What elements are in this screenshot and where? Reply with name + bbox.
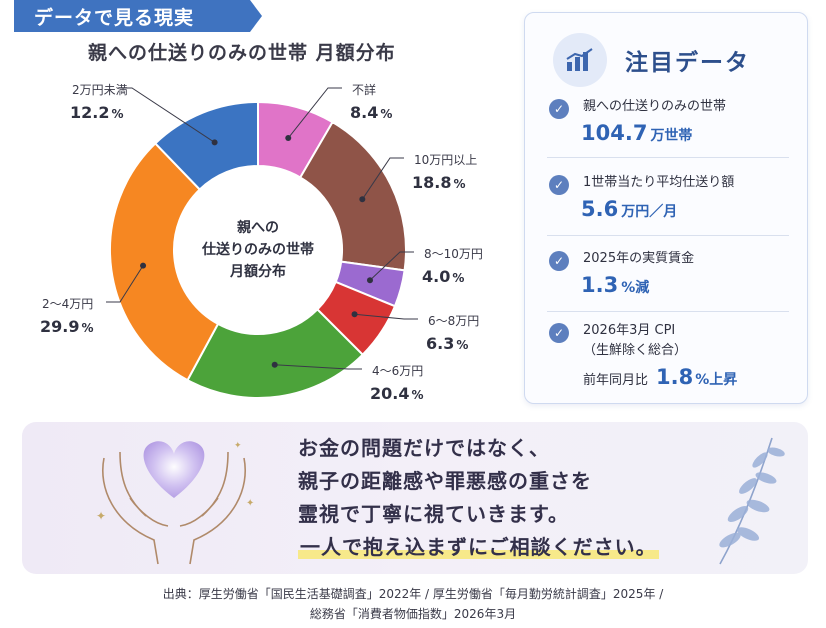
check-icon: ✓	[549, 323, 569, 343]
data-item-value: 1.3 %減	[545, 273, 789, 297]
slice-label: 4～6万円	[372, 364, 423, 378]
leader-dot	[140, 262, 147, 269]
slice-value: 18.8%	[412, 173, 466, 192]
message-line: お金の問題だけではなく、	[298, 436, 550, 460]
check-icon: ✓	[549, 251, 569, 271]
data-item-label: 2025年の実質賃金	[583, 251, 695, 266]
message-text: お金の問題だけではなく、 親子の距離感や罪悪感の重さを 霊視で丁寧に視ていきます…	[298, 432, 718, 564]
data-item-real-wage: ✓ 2025年の実質賃金 1.3 %減	[545, 249, 789, 297]
svg-text:✦: ✦	[246, 498, 254, 509]
leader-dot	[351, 311, 358, 318]
leader-line	[274, 364, 362, 370]
cpi-prefix: 前年同月比	[583, 373, 649, 388]
slice-value: 6.3%	[426, 334, 468, 353]
data-item-average-remittance: ✓ 1世帯当たり平均仕送り額 5.6 万円／月	[545, 173, 789, 221]
data-item-label: 1世帯当たり平均仕送り額	[583, 175, 735, 190]
message-line: 親子の距離感や罪悪感の重さを	[298, 469, 592, 493]
slice-label: 2～4万円	[42, 297, 93, 311]
divider	[547, 157, 789, 158]
leader-line	[369, 251, 414, 281]
chart-title: 親への仕送りのみの世帯 月額分布	[88, 42, 396, 64]
source-note: 出典：厚生労働省「国民生活基礎調査」2022年 / 厚生労働省「毎月勤労統計調査…	[0, 584, 826, 624]
leader-line	[354, 313, 418, 320]
data-item-unit: 万円／月	[621, 204, 678, 220]
data-item-households: ✓ 親への仕送りのみの世帯 104.7 万世帯	[545, 97, 789, 145]
slice-label: 6～8万円	[428, 314, 479, 328]
leader-dot	[359, 196, 366, 203]
slice-value: 8.4%	[350, 103, 392, 122]
data-item-number: 5.6	[581, 197, 619, 221]
source-line: 出典：厚生労働省「国民生活基礎調査」2022年 / 厚生労働省「毎月勤労統計調査…	[162, 587, 664, 601]
center-label: 月額分布	[229, 263, 286, 280]
center-label: 親への	[237, 219, 279, 236]
data-item-value: 5.6 万円／月	[545, 197, 789, 221]
cpi-number: 1.8	[656, 365, 694, 389]
panel-header: 注目データ	[553, 33, 750, 87]
cpi-label: 2026年3月 CPI	[583, 323, 676, 338]
data-item-unit: %減	[621, 280, 650, 296]
leader-line	[106, 265, 144, 303]
svg-text:✦: ✦	[96, 509, 106, 523]
slice-value: 29.9%	[40, 317, 94, 336]
slice-label: 不詳	[352, 82, 376, 97]
divider	[547, 311, 789, 312]
cpi-unit: %上昇	[695, 372, 738, 388]
data-item-number: 104.7	[581, 121, 648, 145]
leader-line	[118, 87, 215, 143]
leader-dot	[366, 277, 373, 284]
check-icon: ✓	[549, 175, 569, 195]
source-line: 総務省「消費者物価指数」2026年3月	[309, 607, 517, 621]
center-label: 仕送りのみの世帯	[201, 241, 314, 258]
divider	[547, 235, 789, 236]
data-item-label: 親への仕送りのみの世帯	[583, 99, 727, 114]
slice-value: 12.2%	[70, 103, 124, 122]
hands-heart-icon: ✦ ✦ ✦	[96, 441, 254, 565]
leader-dot	[271, 361, 278, 368]
message-line: 霊視で丁寧に視ていきます。	[298, 502, 569, 526]
section-banner: データで見る現実	[14, 0, 262, 32]
donut-slice	[298, 120, 407, 272]
leaf-branch-icon	[719, 437, 785, 565]
leader-dot	[211, 139, 218, 146]
panel-title: 注目データ	[625, 50, 750, 76]
leader-line	[361, 157, 404, 200]
donut-slice	[153, 100, 259, 191]
cpi-value-line: 前年同月比 1.8 %上昇	[545, 365, 789, 389]
slice-label: 2万円未満	[72, 83, 128, 97]
slice-value: 20.4%	[370, 384, 424, 403]
data-item-cpi: ✓ 2026年3月 CPI （生鮮除く総合） 前年同月比 1.8 %上昇	[545, 321, 789, 389]
svg-text:✦: ✦	[234, 441, 242, 451]
donut-slice	[109, 141, 220, 382]
leader-dot	[285, 135, 292, 142]
key-data-panel: 注目データ ✓ 親への仕送りのみの世帯 104.7 万世帯 ✓ 1世帯当たり平均仕…	[524, 12, 808, 404]
donut-chart: 不詳 8.4 % 10万円以上 18.8 % 8～10万円 4.0 % 6～8万円 6.3 %4～6万…	[40, 82, 483, 403]
slice-label: 10万円以上	[414, 153, 477, 167]
slice-value: 4.0%	[422, 267, 464, 286]
section-banner-label: データで見る現実	[34, 6, 195, 29]
bar-chart-icon	[553, 33, 607, 87]
message-box: ✦ ✦ ✦ お金の問題だけではなく、 親子の距離感や罪悪感の重さを 霊視で丁寧に…	[22, 422, 808, 574]
leader-line	[287, 87, 342, 139]
check-icon: ✓	[549, 99, 569, 119]
cpi-sublabel: （生鮮除く総合）	[583, 343, 688, 358]
data-item-unit: 万世帯	[650, 128, 693, 144]
data-item-number: 1.3	[581, 273, 619, 297]
data-item-value: 104.7 万世帯	[545, 121, 789, 145]
message-highlight: 一人で抱え込まずにご相談ください。	[298, 535, 659, 559]
slice-label: 8～10万円	[424, 247, 483, 261]
